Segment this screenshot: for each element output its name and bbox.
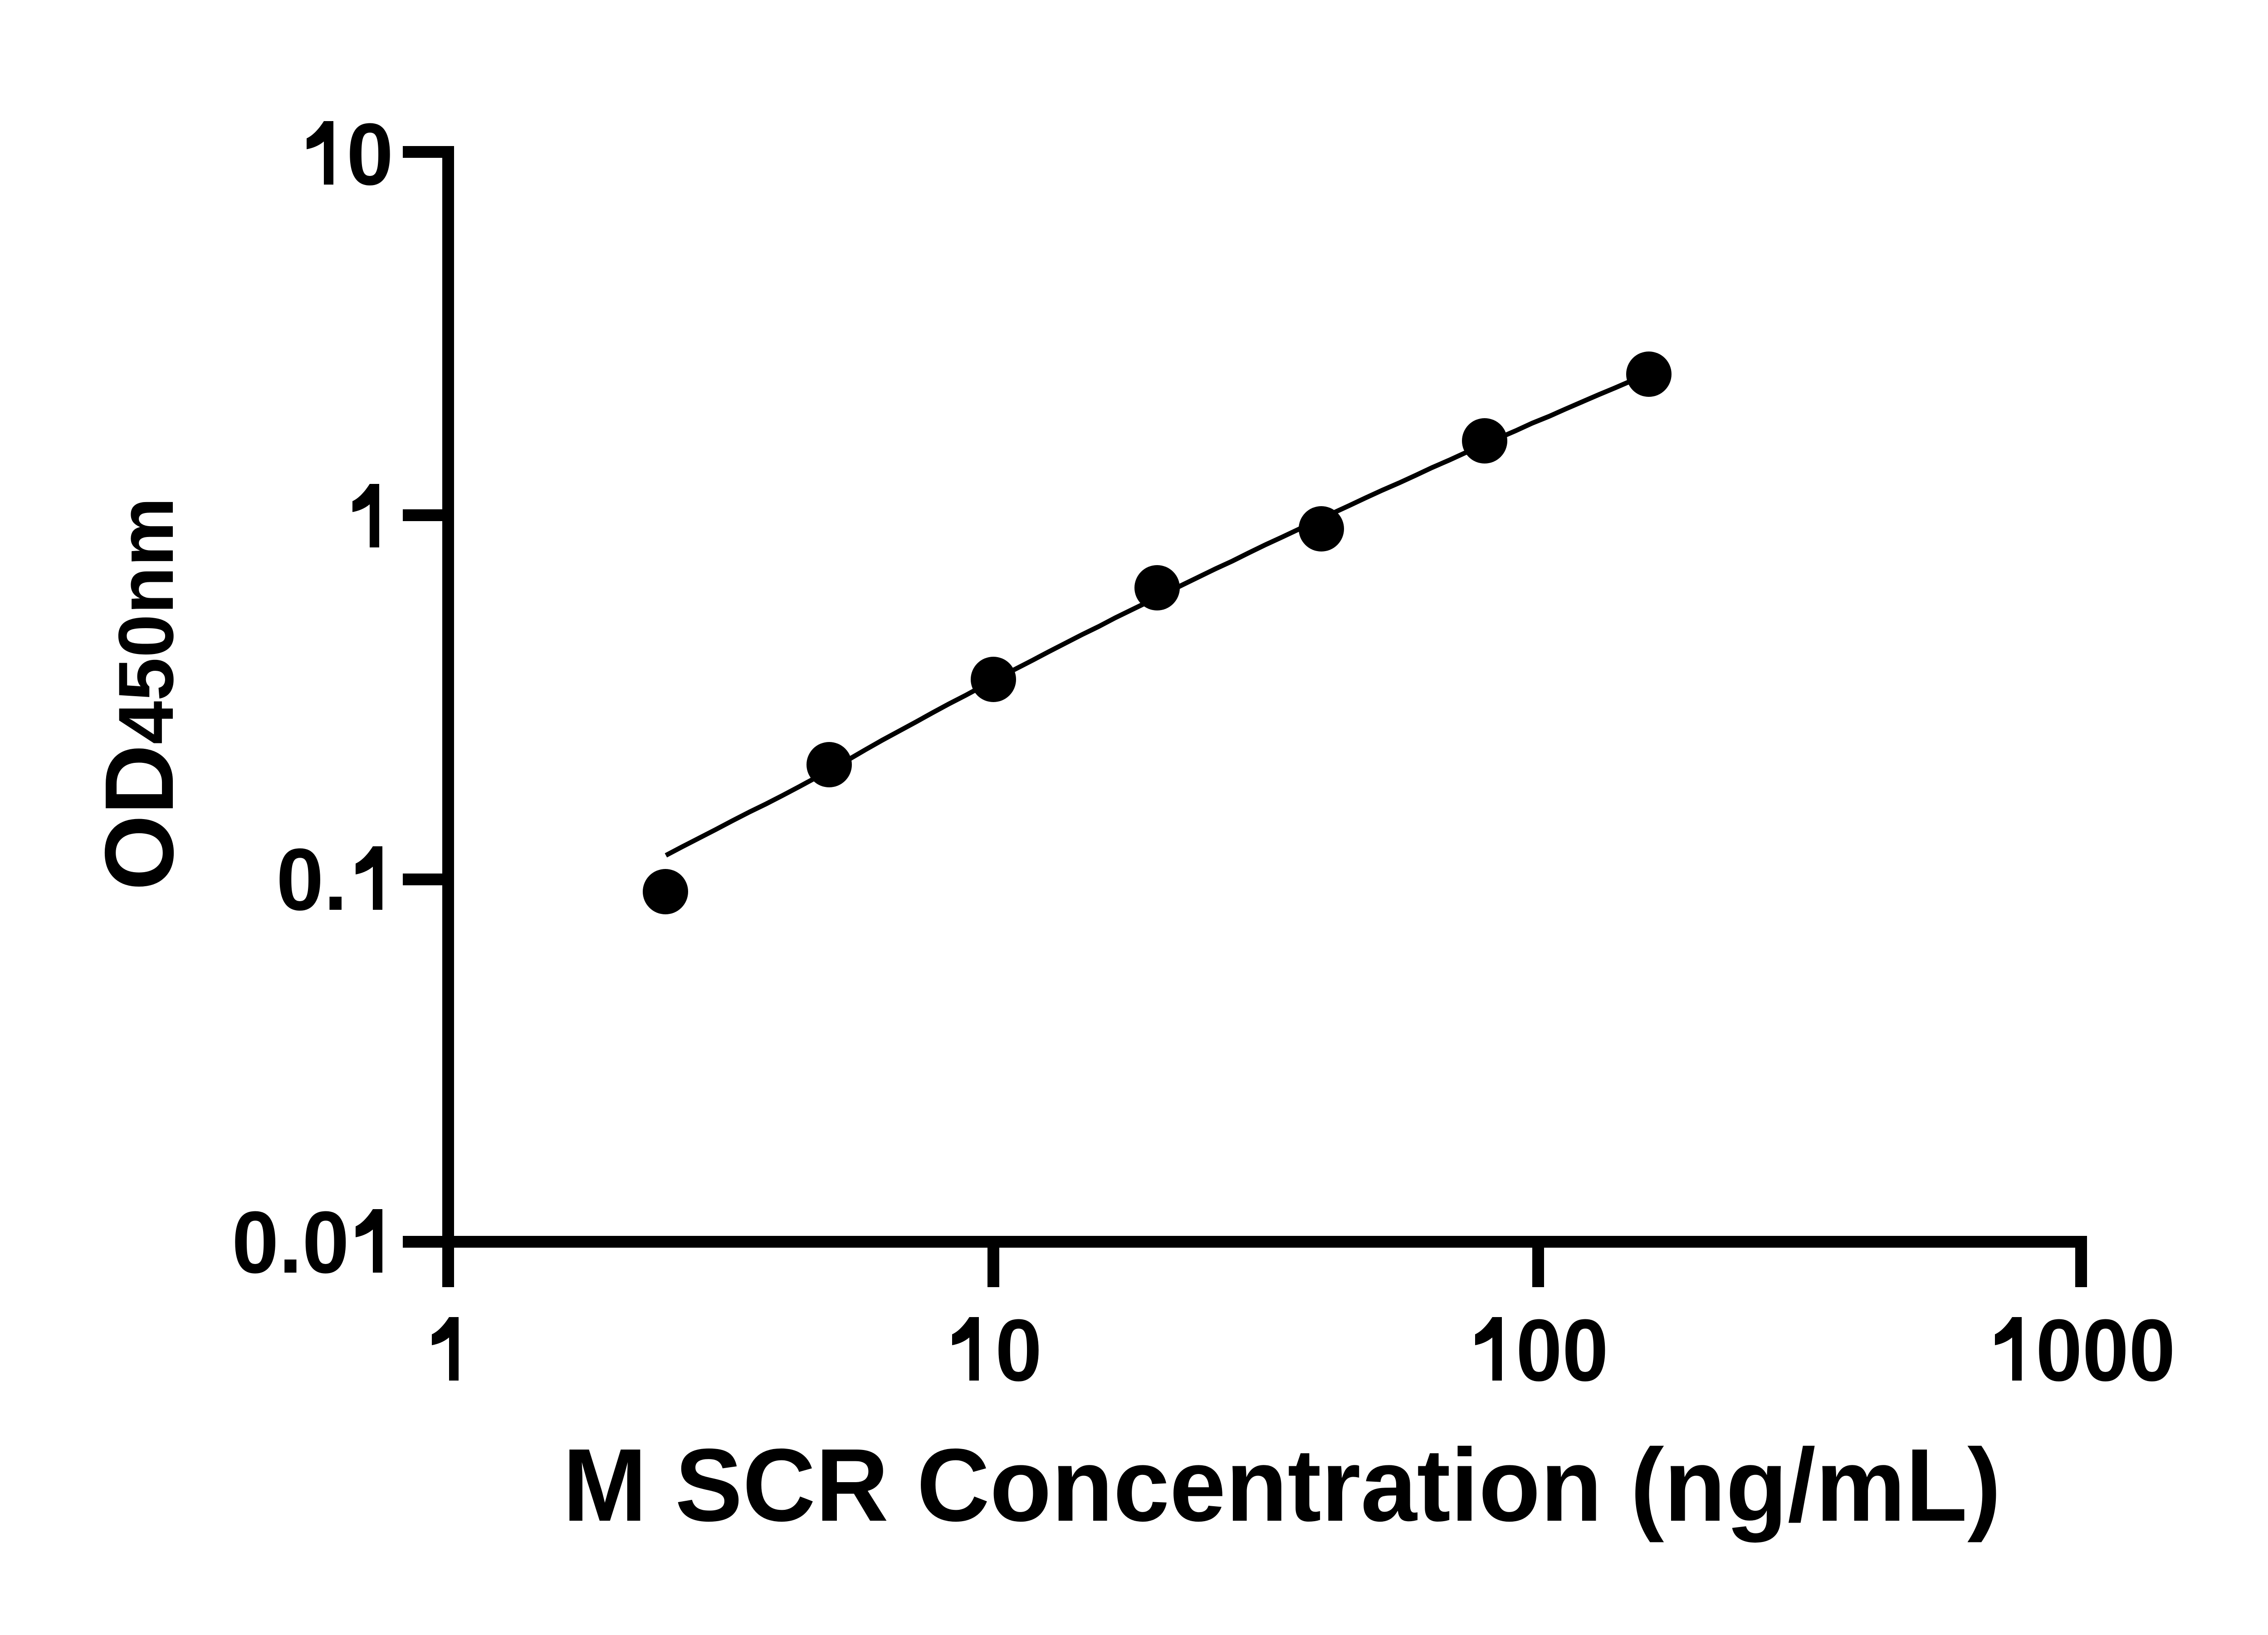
svg-text:000: 000 <box>2036 1302 2175 1400</box>
svg-text:OD450nm: OD450nm <box>84 497 194 890</box>
svg-text:0.0: 0.0 <box>232 1194 349 1292</box>
svg-text:0.: 0. <box>276 830 347 928</box>
svg-text:0: 0 <box>347 105 393 204</box>
svg-text:00: 00 <box>1516 1301 1608 1399</box>
svg-text:M SCR Concentration (ng/mL): M SCR Concentration (ng/mL) <box>562 1427 2001 1543</box>
svg-text:0: 0 <box>995 1301 1042 1400</box>
